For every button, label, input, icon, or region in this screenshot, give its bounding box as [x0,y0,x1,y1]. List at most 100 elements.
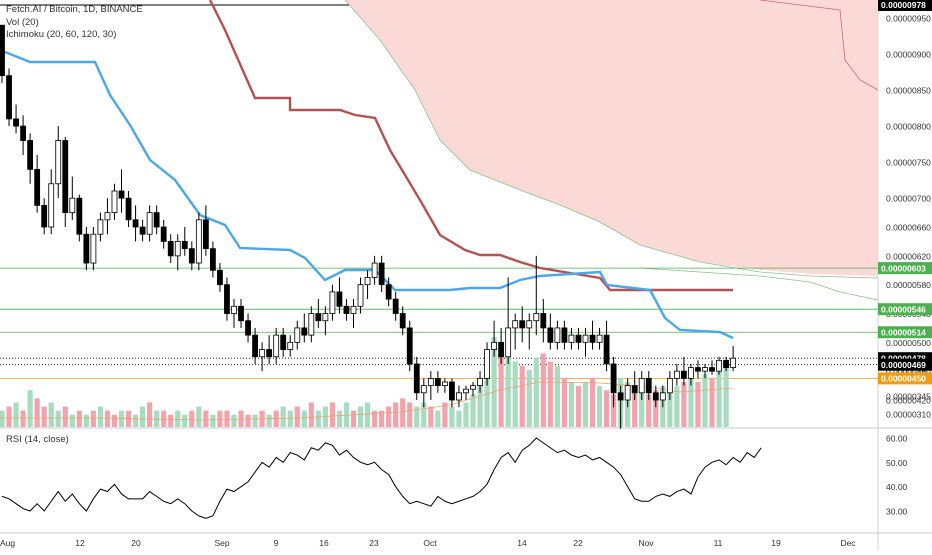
candle-body [322,313,329,322]
price-tick-label: 0.00000660 [886,223,931,233]
candle-body [666,377,673,394]
volume-bar [301,410,307,427]
candle-body [624,385,631,401]
candle-body [153,212,160,228]
volume-bar [632,386,638,427]
candle-body [259,349,266,358]
volume-bar [702,373,708,427]
cloud-edge-red [759,0,879,91]
candle-body [498,341,505,358]
candle-body [188,248,195,264]
volume-bar [315,410,321,427]
volume-bar [90,410,96,427]
volume-bar [435,410,441,427]
candle-body [589,334,596,343]
candle-body [34,168,41,206]
volume-bar [491,337,497,427]
candle-body [104,212,111,221]
volume-bar [386,406,392,427]
candle-body [160,226,167,242]
candle-body [20,125,26,141]
candle-body [308,313,315,336]
candle-body [638,377,645,394]
candle-body [343,305,350,314]
volume-bar [379,410,385,427]
candle-body [294,327,301,343]
level-tag-bg [878,303,932,316]
candle-body [596,334,603,343]
price-tick-label: 0.00000500 [886,338,931,348]
candle-body [125,197,132,221]
volume-bar [519,365,525,427]
volume-bar [561,377,567,427]
price-tick-label: 0.00000620 [886,251,931,261]
volume-bar [97,406,104,427]
volume-bar [308,402,314,427]
volume-bar [280,406,286,427]
time-tick-label: 16 [319,538,329,548]
time-tick-label: 14 [517,538,527,548]
rsi-tick-label: 30.00 [886,507,908,517]
price-tick-label: 0.00000380 [886,367,931,377]
volume-bar [203,410,209,427]
candle-body [245,320,251,336]
volume-bar [132,414,139,427]
price-tick-label: 0.00000750 [886,158,931,168]
candle-body [427,377,434,386]
candle-body [730,357,737,368]
volume-bar [526,369,532,427]
level-tag-bg [878,0,932,11]
candle-body [48,183,55,228]
candle-body [350,305,357,314]
candle-body [315,313,322,322]
volume-bar [350,410,357,427]
candle-body [512,320,519,329]
price-tick-label: 0.00000900 [886,50,931,60]
volume-bar [540,353,546,427]
volume-bar [639,390,645,427]
candle-body [336,291,343,307]
price-tick-label: 0.00000310 [886,410,931,420]
candle-body [83,233,90,264]
candle-body [723,359,729,368]
candle-body [533,313,540,322]
level-tag-label: 0.00000603 [881,263,926,273]
legend-ichimoku: Ichimoku (20, 60, 120, 30) [6,29,117,40]
volume-bar [20,410,26,427]
time-tick-label: Sep [214,538,229,548]
volume-bar [653,390,659,427]
candle-body [224,284,230,314]
volume-bar [547,361,553,427]
volume-bar [575,386,582,427]
candle-body [266,349,273,358]
candle-body [385,284,392,300]
candle-body [434,377,441,386]
volume-bar [428,406,434,427]
volume-bar [681,382,687,427]
volume-bar [667,390,673,427]
candle-body [132,219,139,228]
volume-bar [596,386,603,427]
candle-body [364,277,371,286]
volume-bar [470,394,476,427]
volume-bar [611,394,617,427]
candle-body [62,140,69,214]
rsi-tick-label: 60.00 [886,434,908,444]
volume-bar [498,345,504,427]
volume-bar [505,353,511,427]
candle-body [603,334,610,365]
candle-body [470,385,476,390]
candle-body [90,233,97,264]
candle-body [209,248,216,271]
candle-body [526,320,533,329]
volume-bar [393,402,399,427]
volume-bar [0,410,5,427]
price-tick-label: 0.00000345 [886,392,931,402]
time-tick-label: 20 [131,538,141,548]
legend-title: Fetch.AI / Bitcoin, 1D, BINANCE [6,4,143,15]
volume-bar [582,382,589,427]
level-tag-label: 0.00000469 [881,360,926,370]
volume-bar [210,414,216,427]
volume-bar [400,398,406,427]
